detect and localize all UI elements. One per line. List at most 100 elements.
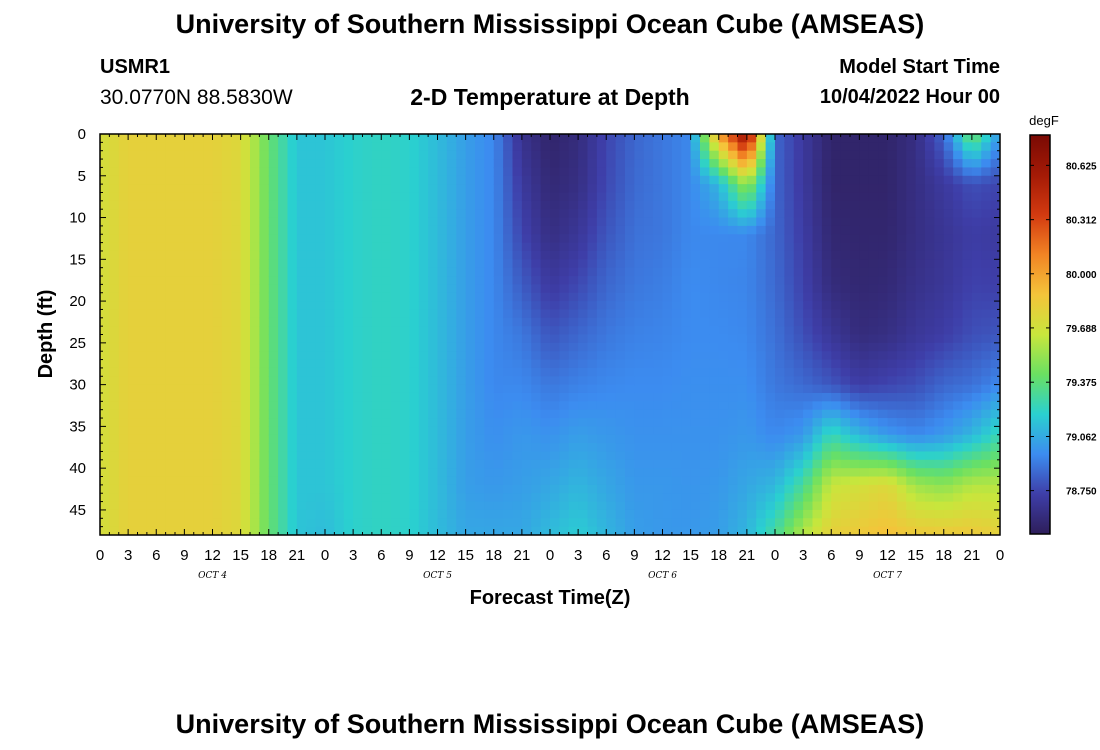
heatmap-cell [521, 468, 532, 478]
heatmap-cell [625, 159, 635, 169]
heatmap-cell [306, 184, 317, 194]
heatmap-cell [700, 468, 710, 478]
heatmap-cell [887, 501, 898, 511]
heatmap-cell [221, 334, 232, 344]
heatmap-cell [990, 284, 1000, 294]
heatmap-cell [268, 142, 279, 152]
heatmap-cell [971, 267, 982, 277]
heatmap-cell [859, 443, 870, 453]
heatmap-cell [418, 426, 429, 436]
y-tick-label: 45 [69, 502, 86, 519]
heatmap-cell [268, 484, 279, 494]
heatmap-cell [493, 276, 504, 285]
heatmap-cell [212, 250, 223, 260]
heatmap-cell [681, 309, 692, 319]
heatmap-cell [371, 175, 382, 185]
heatmap-cell [990, 351, 1000, 361]
heatmap-cell [793, 351, 804, 361]
heatmap-cell [634, 150, 645, 160]
heatmap-cell [400, 159, 410, 169]
heatmap-cell [212, 384, 223, 394]
heatmap-cell [990, 367, 1000, 377]
heatmap-cell [409, 326, 420, 336]
heatmap-cell [409, 200, 420, 210]
heatmap-cell [315, 509, 326, 519]
heatmap-cell [634, 159, 645, 169]
heatmap-cell [737, 426, 748, 436]
heatmap-cell [896, 150, 907, 160]
heatmap-cell [296, 217, 307, 227]
heatmap-cell [756, 484, 767, 494]
heatmap-cell [446, 426, 457, 436]
heatmap-cell [240, 134, 251, 143]
heatmap-cell [812, 359, 823, 369]
heatmap-cell [456, 301, 467, 311]
heatmap-cell [850, 184, 860, 194]
heatmap-cell [221, 509, 232, 519]
heatmap-cell [531, 484, 542, 494]
heatmap-cell [746, 518, 757, 528]
heatmap-cell [521, 309, 532, 319]
heatmap-cell [325, 484, 335, 494]
heatmap-cell [184, 301, 195, 311]
heatmap-cell [146, 459, 157, 469]
heatmap-cell [990, 443, 1000, 453]
heatmap-cell [850, 217, 860, 227]
heatmap-cell [521, 384, 532, 394]
heatmap-cell [221, 192, 232, 202]
heatmap-cell [718, 443, 729, 453]
heatmap-cell [596, 443, 607, 453]
heatmap-cell [146, 468, 157, 478]
heatmap-cell [568, 459, 579, 469]
heatmap-cell [775, 234, 785, 244]
heatmap-cell [831, 225, 842, 235]
heatmap-cell [690, 359, 701, 369]
heatmap-cell [221, 426, 232, 436]
heatmap-cell [784, 159, 795, 169]
heatmap-cell [625, 418, 635, 427]
heatmap-cell [634, 234, 645, 244]
heatmap-cell [175, 301, 185, 311]
heatmap-cell [962, 250, 973, 260]
heatmap-cell [671, 317, 682, 327]
heatmap-cell [606, 326, 617, 336]
heatmap-cell [146, 209, 157, 219]
heatmap-cell [437, 175, 448, 185]
heatmap-cell [240, 409, 251, 419]
heatmap-cell [465, 451, 476, 461]
heatmap-cell [868, 301, 879, 311]
heatmap-cell [353, 184, 364, 194]
heatmap-cell [371, 234, 382, 244]
heatmap-cell [615, 301, 626, 311]
heatmap-cell [671, 284, 682, 294]
heatmap-cell [512, 476, 523, 486]
heatmap-cell [362, 276, 373, 285]
heatmap-cell [756, 501, 767, 511]
heatmap-cell [456, 309, 467, 319]
heatmap-cell [625, 401, 635, 411]
heatmap-cell [868, 392, 879, 402]
heatmap-cell [334, 401, 345, 411]
heatmap-cell [325, 459, 335, 469]
heatmap-cell [625, 443, 635, 453]
heatmap-cell [915, 301, 926, 311]
y-tick-label: 20 [69, 293, 86, 310]
heatmap-cell [371, 484, 382, 494]
heatmap-cell [775, 326, 785, 336]
heatmap-cell [325, 526, 335, 535]
heatmap-cell [362, 326, 373, 336]
heatmap-cell [784, 167, 795, 177]
heatmap-cell [981, 175, 992, 185]
heatmap-cell [831, 184, 842, 194]
heatmap-cell [859, 134, 870, 143]
heatmap-cell [728, 518, 739, 528]
heatmap-cell [259, 509, 270, 519]
heatmap-cell [690, 234, 701, 244]
heatmap-cell [362, 150, 373, 160]
heatmap-cell [409, 392, 420, 402]
heatmap-cell [812, 209, 823, 219]
heatmap-cell [700, 167, 710, 177]
heatmap-cell [493, 476, 504, 486]
heatmap-cell [625, 493, 635, 503]
heatmap-cell [981, 443, 992, 453]
